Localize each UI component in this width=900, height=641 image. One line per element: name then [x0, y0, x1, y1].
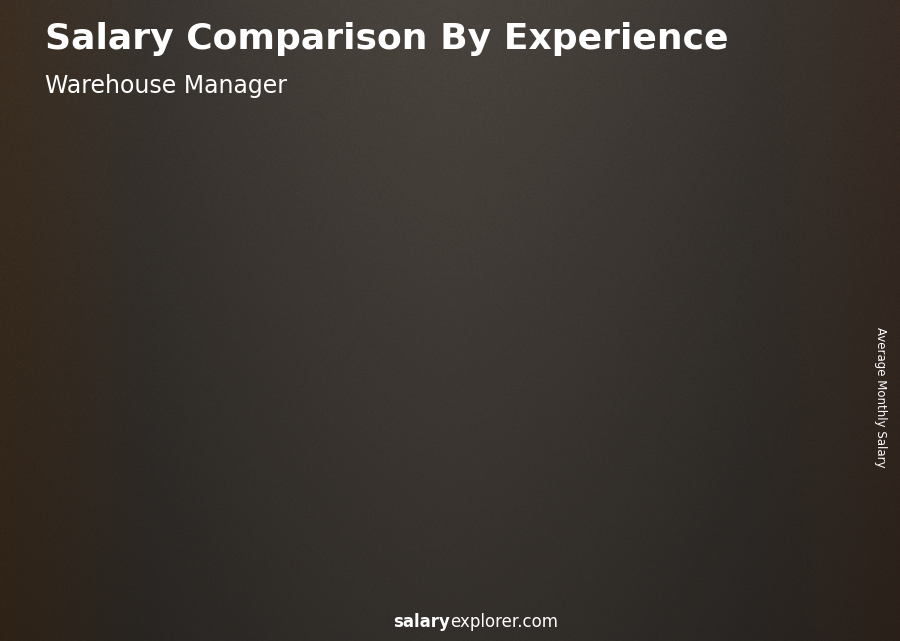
Text: Warehouse Manager: Warehouse Manager	[45, 74, 287, 97]
Text: 3,930 EUR: 3,930 EUR	[202, 417, 297, 435]
Bar	[226, 438, 233, 577]
Text: 2,950 EUR: 2,950 EUR	[74, 452, 169, 470]
Bar	[599, 303, 666, 314]
Bar	[727, 281, 794, 577]
Bar	[472, 326, 538, 577]
Bar	[88, 472, 155, 477]
Bar	[353, 371, 361, 577]
Bar	[344, 371, 410, 577]
Bar	[344, 371, 410, 379]
Text: 5,820 EUR: 5,820 EUR	[329, 350, 425, 368]
Text: 7,090 EUR: 7,090 EUR	[457, 305, 553, 323]
Bar	[752, 22, 864, 48]
Bar	[736, 281, 744, 577]
Text: +8%: +8%	[667, 210, 726, 234]
Bar	[216, 438, 283, 444]
Bar	[216, 438, 283, 577]
Bar	[481, 326, 489, 577]
Text: explorer.com: explorer.com	[450, 613, 558, 631]
Text: 8,370 EUR: 8,370 EUR	[713, 260, 808, 278]
Bar	[88, 472, 155, 577]
Bar	[608, 303, 617, 577]
Bar	[752, 74, 864, 99]
Text: +48%: +48%	[275, 275, 351, 299]
Text: Average Monthly Salary: Average Monthly Salary	[874, 327, 886, 468]
Text: salary: salary	[393, 613, 450, 631]
Text: +22%: +22%	[403, 237, 479, 262]
Text: +34%: +34%	[148, 360, 223, 384]
Text: Salary Comparison By Experience: Salary Comparison By Experience	[45, 22, 728, 56]
Text: 7,730 EUR: 7,730 EUR	[585, 283, 680, 301]
Bar	[752, 48, 864, 74]
Bar	[599, 303, 666, 577]
Bar	[727, 281, 794, 292]
Bar	[472, 326, 538, 336]
Bar	[98, 472, 105, 577]
Text: +9%: +9%	[539, 226, 599, 249]
